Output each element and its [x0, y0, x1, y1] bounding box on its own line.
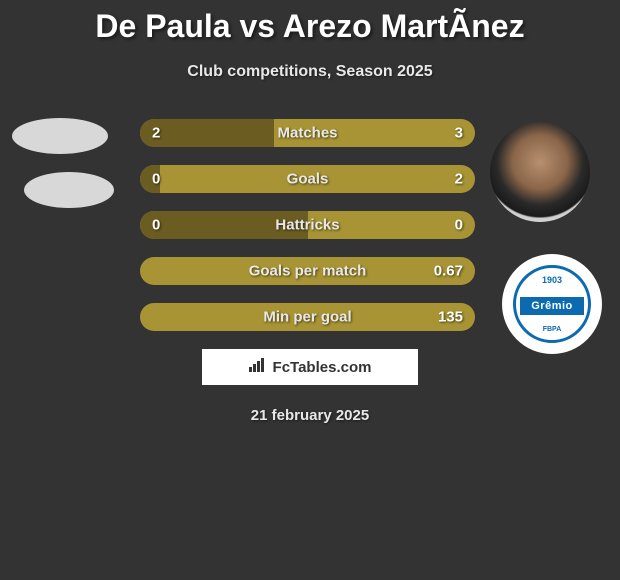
stat-row: Goals per match 0.67 [140, 257, 475, 285]
stat-label: Min per goal [263, 309, 351, 326]
stat-right-value: 0 [455, 217, 463, 234]
stat-label: Goals [287, 171, 329, 188]
chart-icon [249, 358, 267, 376]
footer-brand-box: FcTables.com [202, 349, 418, 385]
stat-row: 0 Goals 2 [140, 165, 475, 193]
footer-date: 21 february 2025 [0, 407, 620, 424]
footer-brand-text: FcTables.com [273, 359, 372, 376]
stat-right-value: 3 [455, 125, 463, 142]
subtitle: Club competitions, Season 2025 [0, 63, 620, 81]
stat-right-value: 135 [438, 309, 463, 326]
stat-label: Goals per match [249, 263, 367, 280]
stat-label: Hattricks [275, 217, 339, 234]
stat-row: Min per goal 135 [140, 303, 475, 331]
stat-left-value: 2 [152, 125, 160, 142]
stat-left-value: 0 [152, 171, 160, 188]
stat-left-value: 0 [152, 217, 160, 234]
stats-container: 2 Matches 3 0 Goals 2 0 Hattricks 0 Goals per mat… [0, 119, 620, 331]
stat-row: 2 Matches 3 [140, 119, 475, 147]
stat-right-value: 2 [455, 171, 463, 188]
stat-right-value: 0.67 [434, 263, 463, 280]
page-title: De Paula vs Arezo MartÃ­nez [0, 0, 620, 45]
stat-row: 0 Hattricks 0 [140, 211, 475, 239]
stat-label: Matches [277, 125, 337, 142]
